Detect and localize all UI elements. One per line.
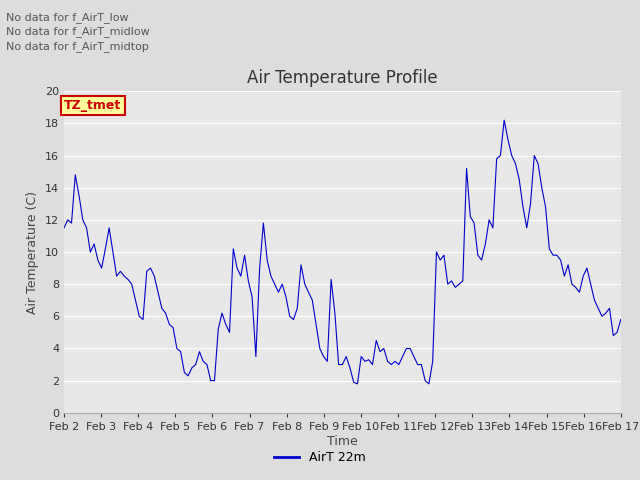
Text: No data for f_AirT_low: No data for f_AirT_low xyxy=(6,12,129,23)
Title: Air Temperature Profile: Air Temperature Profile xyxy=(247,69,438,87)
X-axis label: Time: Time xyxy=(327,434,358,448)
Text: No data for f_AirT_midtop: No data for f_AirT_midtop xyxy=(6,41,149,52)
Text: TZ_tmet: TZ_tmet xyxy=(65,99,122,112)
Y-axis label: Air Temperature (C): Air Temperature (C) xyxy=(26,191,40,313)
Legend: AirT 22m: AirT 22m xyxy=(269,446,371,469)
Text: No data for f_AirT_midlow: No data for f_AirT_midlow xyxy=(6,26,150,37)
